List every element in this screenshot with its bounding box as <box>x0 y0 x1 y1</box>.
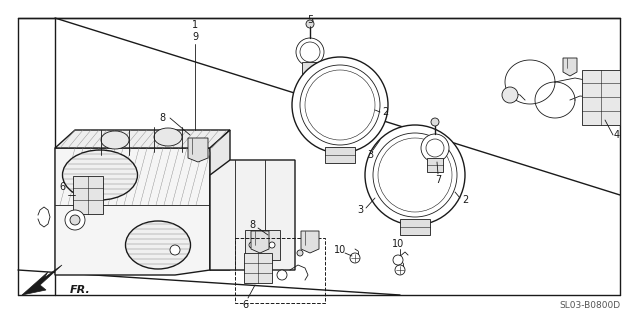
Polygon shape <box>400 219 430 235</box>
Polygon shape <box>55 148 210 275</box>
Circle shape <box>292 57 388 153</box>
Polygon shape <box>210 160 295 270</box>
Text: 2: 2 <box>382 107 388 117</box>
Circle shape <box>277 270 287 280</box>
Circle shape <box>431 118 439 126</box>
Polygon shape <box>301 231 319 253</box>
Ellipse shape <box>63 150 138 200</box>
Text: 5: 5 <box>307 15 313 25</box>
Text: 3: 3 <box>357 205 363 215</box>
Circle shape <box>65 210 85 230</box>
Circle shape <box>502 87 518 103</box>
Ellipse shape <box>154 128 182 146</box>
Polygon shape <box>210 130 230 270</box>
Circle shape <box>269 242 275 248</box>
Text: 3: 3 <box>367 150 373 160</box>
Polygon shape <box>244 253 272 283</box>
Circle shape <box>297 250 303 256</box>
Text: 6: 6 <box>59 182 65 192</box>
Text: SL03-B0800D: SL03-B0800D <box>559 301 621 309</box>
Circle shape <box>365 125 465 225</box>
Polygon shape <box>563 58 577 76</box>
Text: 10: 10 <box>392 239 404 249</box>
Circle shape <box>421 134 449 162</box>
Circle shape <box>170 245 180 255</box>
Circle shape <box>70 215 80 225</box>
Text: 2: 2 <box>462 195 468 205</box>
Circle shape <box>393 255 403 265</box>
Polygon shape <box>188 138 208 162</box>
Text: 4: 4 <box>614 130 620 140</box>
Bar <box>582 70 620 125</box>
Circle shape <box>350 253 360 263</box>
Circle shape <box>296 38 324 66</box>
Text: FR.: FR. <box>70 285 91 295</box>
Polygon shape <box>22 265 62 295</box>
Text: 8: 8 <box>249 220 255 230</box>
Text: 10: 10 <box>334 245 346 255</box>
Text: 9: 9 <box>192 32 198 42</box>
Polygon shape <box>55 130 230 148</box>
Text: 7: 7 <box>435 175 441 185</box>
Ellipse shape <box>101 131 129 149</box>
Polygon shape <box>73 176 103 214</box>
Polygon shape <box>251 231 269 253</box>
Text: 8: 8 <box>159 113 165 123</box>
Bar <box>245 230 280 260</box>
Bar <box>427 158 443 172</box>
Ellipse shape <box>125 221 191 269</box>
Circle shape <box>249 242 255 248</box>
Polygon shape <box>325 147 355 163</box>
Bar <box>302 62 318 74</box>
Circle shape <box>306 20 314 28</box>
Circle shape <box>395 265 405 275</box>
Bar <box>235 238 325 303</box>
Text: 6: 6 <box>242 300 248 310</box>
Text: 1: 1 <box>192 20 198 30</box>
